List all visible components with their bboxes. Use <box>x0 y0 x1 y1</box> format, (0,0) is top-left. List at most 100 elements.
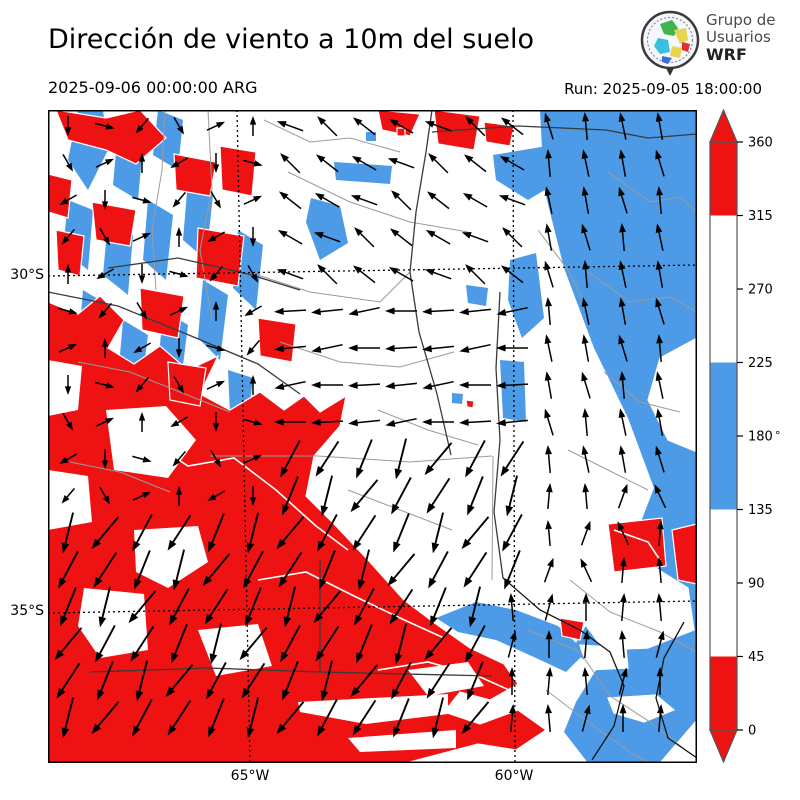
wind-arrow-head <box>389 228 400 237</box>
wind-arrow <box>434 512 445 546</box>
wind-arrow-head <box>317 116 327 126</box>
wind-arrow <box>544 600 552 621</box>
wind-arrow-head <box>104 158 115 166</box>
wind-arrow <box>469 120 486 137</box>
wind-arrow <box>173 375 182 389</box>
province-border <box>69 461 171 493</box>
wind-arrow <box>583 378 591 399</box>
wind-arrow-head <box>546 593 554 604</box>
map-region <box>78 588 148 658</box>
wind-arrow-head <box>274 307 284 315</box>
map-region <box>91 201 137 247</box>
wind-arrow <box>358 121 376 136</box>
wind-arrow <box>584 119 588 141</box>
wind-arrow <box>136 301 145 315</box>
wind-arrow <box>319 440 340 471</box>
colorbar-segment <box>710 656 737 730</box>
wind-arrow <box>392 382 417 387</box>
wind-arrow <box>244 627 268 655</box>
wind-arrow <box>173 624 188 657</box>
logo-text: Grupo de Usuarios WRF <box>706 12 776 64</box>
map-region <box>198 280 228 360</box>
colorbar-segment <box>710 362 737 510</box>
wind-arrow-head <box>385 344 395 352</box>
wind-arrow <box>135 699 153 730</box>
contour-line <box>377 661 519 695</box>
wind-arrow <box>395 698 410 731</box>
wind-arrow-head <box>547 557 554 568</box>
map-region <box>377 110 421 137</box>
wind-arrow <box>206 382 220 390</box>
wind-arrow-head <box>175 349 183 358</box>
province-border <box>569 579 697 653</box>
wind-arrow <box>432 195 450 210</box>
wind-arrow-head <box>320 690 329 702</box>
map-region <box>167 361 207 407</box>
x-axis-tick-label: 65°W <box>230 768 270 784</box>
wind-arrow-head <box>655 149 662 160</box>
wind-arrow-head <box>430 615 438 627</box>
wind-arrow <box>431 232 451 245</box>
wind-arrow <box>176 191 187 204</box>
wind-arrow <box>621 637 625 659</box>
wind-arrow-head <box>545 297 553 307</box>
wind-arrow <box>467 551 488 582</box>
wind-arrow <box>320 514 338 545</box>
wind-arrow-head <box>354 227 364 237</box>
wind-arrow <box>357 158 377 171</box>
wind-direction-map <box>48 110 697 763</box>
wind-arrow <box>101 586 112 620</box>
wind-arrow-head <box>467 689 475 701</box>
wind-arrow-head <box>581 149 589 160</box>
wind-arrow <box>284 157 301 174</box>
wind-arrow <box>655 637 663 658</box>
wind-arrow <box>99 661 114 694</box>
wind-arrow-head <box>320 505 329 517</box>
wind-arrow-head <box>545 520 553 530</box>
wind-arrow-head <box>619 557 627 567</box>
wind-arrow <box>620 119 627 140</box>
wind-arrow <box>620 415 627 436</box>
wind-arrow <box>356 514 377 545</box>
wind-arrow-head <box>176 384 184 394</box>
wind-arrow-head <box>580 558 588 568</box>
colorbar-tick-label: 90 <box>748 577 765 592</box>
wind-arrow <box>503 419 528 424</box>
wind-arrow-head <box>656 557 664 567</box>
wind-arrow-head <box>356 467 364 479</box>
colorbar-extend-over <box>709 108 738 143</box>
wind-arrow-head <box>172 458 181 467</box>
wind-arrow-head <box>581 371 588 382</box>
wind-arrow-head <box>621 483 628 494</box>
wind-arrow-head <box>431 727 440 739</box>
wind-arrow <box>394 477 412 508</box>
wind-arrow <box>283 440 301 471</box>
wind-arrow-head <box>130 650 140 662</box>
wind-arrow-head <box>656 334 664 344</box>
wind-arrow <box>357 196 378 206</box>
wind-arrow <box>207 553 231 581</box>
wind-arrow-head <box>104 417 115 425</box>
wind-arrow-head <box>655 223 663 234</box>
wind-arrow-head <box>461 538 472 550</box>
wind-arrow-head <box>393 726 401 738</box>
wind-arrow <box>432 157 449 174</box>
wind-arrow-head <box>502 227 512 237</box>
wind-arrow-head <box>274 382 285 390</box>
wind-arrow <box>139 376 150 389</box>
wind-arrow-head <box>278 191 289 200</box>
wind-arrow <box>431 270 452 280</box>
wind-arrow-head <box>213 199 221 209</box>
wind-arrow-head <box>246 542 255 554</box>
wind-arrow <box>95 160 109 168</box>
wind-arrow-head <box>98 310 107 319</box>
wind-arrow-head <box>209 653 218 665</box>
wind-arrow-head <box>582 593 590 603</box>
wind-arrow-head <box>509 630 517 641</box>
wind-arrow <box>505 514 523 545</box>
wind-arrow-head <box>581 445 589 456</box>
contour-line <box>147 439 349 551</box>
wind-arrow-head <box>391 688 400 700</box>
wind-arrow <box>283 232 303 245</box>
